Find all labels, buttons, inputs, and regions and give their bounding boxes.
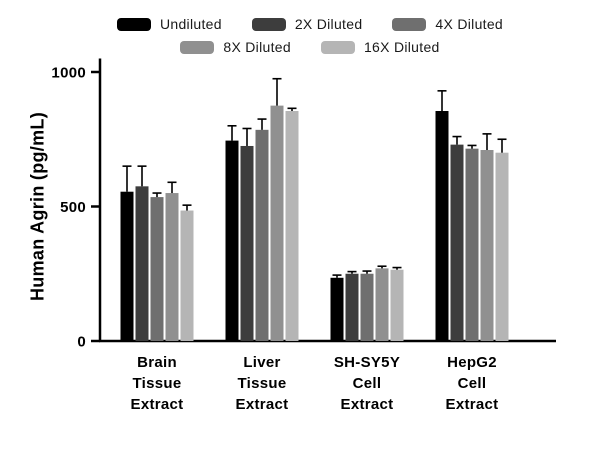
bar-undiluted bbox=[120, 191, 134, 341]
legend-row: Undiluted 2X Diluted 4X Diluted bbox=[116, 16, 503, 32]
legend-row: 8X Diluted 16X Diluted bbox=[180, 39, 439, 55]
legend-swatch bbox=[180, 40, 215, 54]
legend-item: Undiluted bbox=[116, 16, 222, 32]
bar-16x-diluted bbox=[390, 269, 404, 341]
bar-8x-diluted bbox=[165, 193, 179, 341]
y-tick-label: 0 bbox=[77, 334, 86, 351]
legend-label: 2X Diluted bbox=[294, 16, 363, 32]
bar-16x-diluted bbox=[180, 210, 194, 341]
bar-8x-diluted bbox=[480, 150, 494, 341]
category-label: Brain Tissue Extract bbox=[131, 354, 184, 413]
legend-swatch bbox=[251, 17, 286, 31]
category-label: Liver Tissue Extract bbox=[236, 354, 289, 413]
legend-label: 16X Diluted bbox=[363, 39, 440, 55]
y-axis-title: Human Agrin (pg/mL) bbox=[27, 112, 48, 302]
chart-legend: Undiluted 2X Diluted 4X Diluted 8X Diluted 1… bbox=[40, 16, 580, 55]
bar-2x-diluted bbox=[240, 145, 254, 341]
category-label: SH-SY5Y Cell Extract bbox=[334, 354, 400, 413]
legend-item: 4X Diluted bbox=[392, 16, 503, 32]
bar-16x-diluted bbox=[285, 111, 299, 341]
bar-2x-diluted bbox=[450, 144, 464, 341]
bar-8x-diluted bbox=[270, 105, 284, 341]
bar-16x-diluted bbox=[495, 152, 509, 341]
legend-swatch bbox=[320, 40, 355, 54]
bar-4x-diluted bbox=[150, 197, 164, 341]
legend-label: 8X Diluted bbox=[223, 39, 291, 55]
legend-item: 2X Diluted bbox=[251, 16, 363, 32]
legend-label: 4X Diluted bbox=[435, 16, 504, 32]
category-label: HepG2 Cell Extract bbox=[446, 354, 499, 413]
bar-4x-diluted bbox=[255, 129, 269, 341]
bar-undiluted bbox=[225, 140, 239, 341]
legend-item: 8X Diluted bbox=[180, 39, 291, 55]
y-tick-label: 1000 bbox=[51, 65, 86, 82]
bar-8x-diluted bbox=[375, 268, 389, 341]
legend-label: Undiluted bbox=[159, 16, 222, 32]
bar-undiluted bbox=[330, 277, 344, 341]
bar-2x-diluted bbox=[135, 186, 149, 341]
bar-4x-diluted bbox=[360, 273, 374, 341]
y-tick-label: 500 bbox=[60, 199, 86, 216]
bar-undiluted bbox=[435, 111, 449, 341]
bar-4x-diluted bbox=[465, 148, 479, 341]
legend-item: 16X Diluted bbox=[320, 39, 440, 55]
legend-swatch bbox=[116, 17, 151, 31]
bar-2x-diluted bbox=[345, 273, 359, 341]
legend-swatch bbox=[392, 17, 427, 31]
